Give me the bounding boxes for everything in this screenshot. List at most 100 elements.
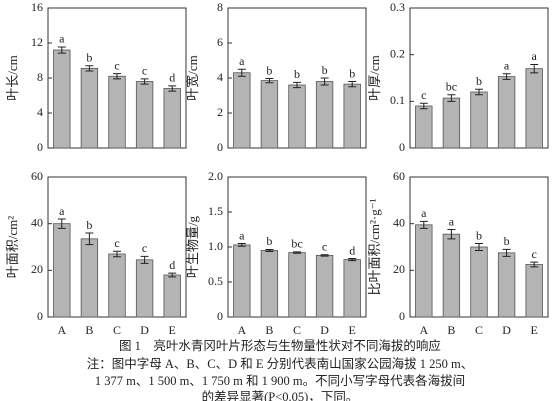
bar bbox=[233, 244, 251, 318]
bar bbox=[80, 238, 99, 318]
y-tick-label: 40 bbox=[393, 215, 405, 229]
x-tick-label: E bbox=[349, 323, 356, 337]
y-tick-label: 0.3 bbox=[390, 0, 405, 14]
significance-letter: b bbox=[294, 67, 300, 81]
bar bbox=[108, 253, 126, 318]
x-tick-label: E bbox=[169, 323, 176, 337]
y-tick-label: 40 bbox=[31, 215, 43, 229]
y-tick-label: 4 bbox=[37, 105, 43, 119]
y-tick-label: 20 bbox=[31, 262, 43, 276]
y-tick-label: 6 bbox=[217, 35, 223, 49]
y-tick-label: 2.0 bbox=[208, 169, 223, 183]
error-bar bbox=[475, 88, 483, 96]
significance-letter: a bbox=[59, 32, 65, 46]
error-bar bbox=[502, 73, 511, 80]
significance-letter: a bbox=[504, 59, 510, 73]
error-bar bbox=[530, 261, 539, 268]
bar bbox=[315, 81, 334, 149]
significance-letter: a bbox=[421, 206, 427, 220]
x-tick-label: B bbox=[265, 323, 273, 337]
y-tick-label: 0.2 bbox=[390, 46, 405, 60]
x-tick-label: A bbox=[237, 323, 246, 337]
caption-note: 的差异显著(P<0.05)，下同。 bbox=[202, 389, 359, 401]
error-bar bbox=[237, 68, 246, 77]
error-bar bbox=[475, 243, 483, 251]
bar bbox=[315, 254, 334, 318]
significance-letter: a bbox=[532, 49, 538, 63]
x-tick-label: A bbox=[419, 323, 428, 337]
bar bbox=[442, 233, 461, 318]
y-tick-label: 0 bbox=[37, 309, 43, 323]
significance-letter: c bbox=[322, 239, 327, 253]
error-bar bbox=[85, 65, 94, 72]
error-bar bbox=[502, 248, 511, 257]
bar bbox=[53, 49, 71, 149]
significance-letter: b bbox=[476, 74, 482, 88]
bar bbox=[343, 83, 361, 149]
error-bar bbox=[419, 102, 428, 110]
y-tick-label: 0 bbox=[399, 140, 405, 154]
significance-letter: b bbox=[86, 218, 92, 232]
significance-letter: b bbox=[504, 234, 510, 248]
y-tick-label: 0 bbox=[217, 140, 223, 154]
y-tick-label: 12 bbox=[31, 35, 43, 49]
error-bar bbox=[113, 250, 121, 258]
y-tick-label: 60 bbox=[393, 169, 405, 183]
error-bar bbox=[113, 73, 121, 80]
error-bar bbox=[348, 258, 357, 262]
bar bbox=[288, 84, 306, 149]
x-tick-label: C bbox=[475, 323, 483, 337]
bar bbox=[163, 88, 181, 149]
significance-letter: bc bbox=[291, 237, 302, 251]
y-axis-label: 比叶面积/cm²·g⁻¹ bbox=[367, 198, 382, 295]
bar bbox=[343, 259, 361, 318]
y-axis-label: 叶长/cm bbox=[5, 55, 20, 101]
significance-letter: c bbox=[142, 241, 147, 255]
y-tick-label: 8 bbox=[37, 70, 43, 84]
x-tick-label: B bbox=[447, 323, 455, 337]
bar bbox=[260, 250, 279, 318]
significance-letter: b bbox=[266, 234, 272, 248]
caption-note: 注：图中字母 A、B、C、D 和 E 分别代表南山国家公园海拔 1 250 m、 bbox=[87, 356, 473, 371]
bar bbox=[53, 223, 71, 318]
significance-letter: d bbox=[169, 71, 175, 85]
y-tick-label: 8 bbox=[217, 0, 223, 14]
error-bar bbox=[419, 220, 428, 229]
caption-note: 1 377 m、1 500 m、1 750 m 和 1 900 m。不同小写字母… bbox=[95, 373, 465, 388]
bar bbox=[260, 80, 279, 149]
x-tick-label: B bbox=[85, 323, 93, 337]
bar bbox=[415, 224, 433, 318]
error-bar bbox=[320, 77, 329, 86]
y-tick-label: 60 bbox=[31, 169, 43, 183]
bar bbox=[442, 97, 461, 149]
significance-letter: a bbox=[449, 214, 455, 228]
bar bbox=[108, 75, 126, 149]
error-bar bbox=[140, 255, 149, 264]
x-tick-label: A bbox=[57, 323, 66, 337]
significance-letter: c bbox=[142, 64, 147, 78]
y-axis-label: 叶宽/cm bbox=[185, 55, 200, 101]
bar bbox=[80, 67, 99, 149]
significance-letter: d bbox=[169, 258, 175, 272]
error-bar bbox=[348, 81, 357, 88]
y-axis-label: 叶面积/cm² bbox=[5, 216, 20, 278]
error-bar bbox=[447, 94, 456, 102]
error-bar bbox=[265, 248, 274, 253]
x-tick-label: D bbox=[140, 323, 149, 337]
bar bbox=[135, 259, 154, 318]
bar bbox=[525, 264, 543, 318]
bar bbox=[525, 68, 543, 149]
y-tick-label: 4 bbox=[217, 70, 223, 84]
significance-letter: c bbox=[532, 247, 537, 261]
error-bar bbox=[293, 81, 301, 89]
significance-letter: c bbox=[421, 88, 426, 102]
y-axis-label: 叶厚/cm bbox=[367, 55, 382, 101]
error-bar bbox=[293, 251, 301, 254]
error-bar bbox=[168, 85, 177, 92]
significance-letter: a bbox=[239, 228, 245, 242]
y-tick-label: 1.5 bbox=[208, 204, 223, 218]
y-tick-label: 1.0 bbox=[208, 239, 223, 253]
significance-letter: bc bbox=[446, 80, 457, 94]
y-tick-label: 0 bbox=[217, 309, 223, 323]
